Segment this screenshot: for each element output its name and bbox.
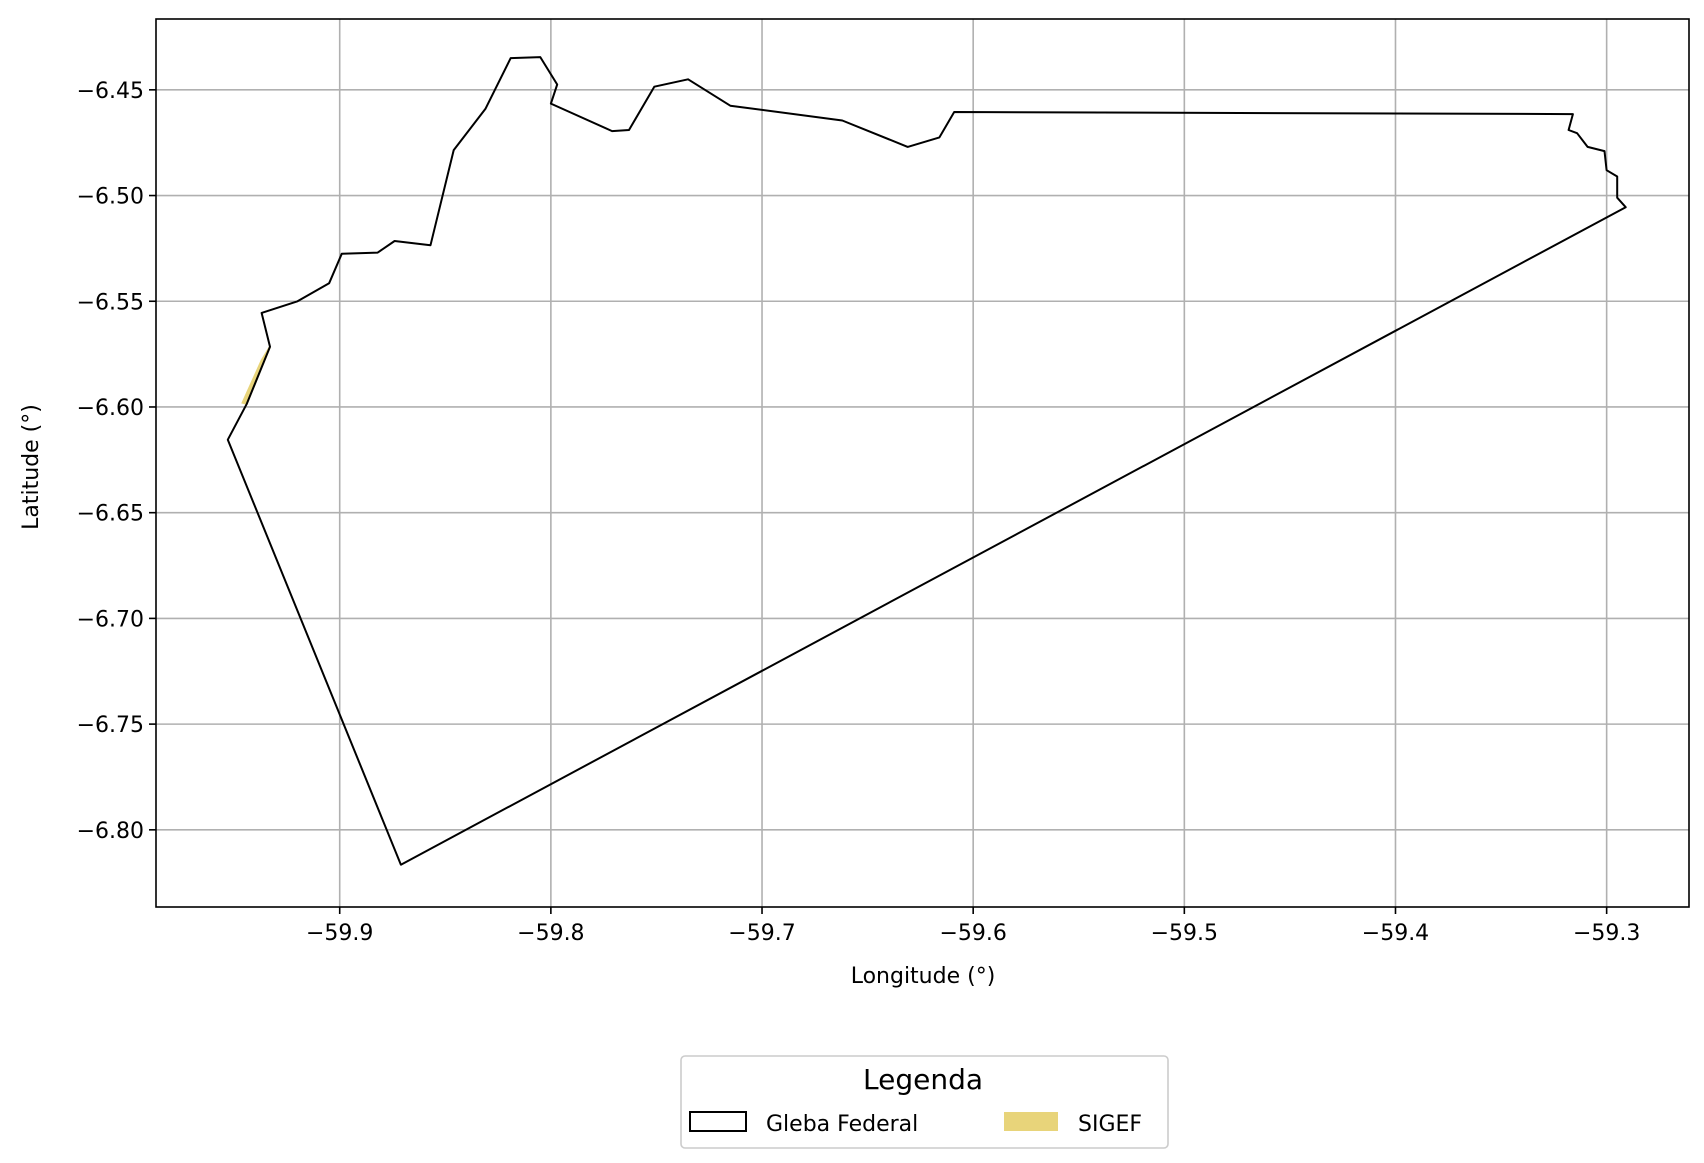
x-tick-label: −59.8 — [517, 921, 584, 946]
y-axis-label: Latitude (°) — [19, 404, 44, 530]
x-tick-label: −59.4 — [1362, 921, 1429, 946]
x-tick-label: −59.7 — [728, 921, 795, 946]
x-tick-label: −59.9 — [306, 921, 373, 946]
y-axis-ticks: −6.45 −6.50 −6.55 −6.60 −6.65 −6.70 −6.75 −6.80 — [77, 79, 156, 844]
map-layers — [226, 56, 1627, 866]
y-tick-label: −6.75 — [77, 713, 144, 738]
y-tick-label: −6.60 — [77, 396, 144, 421]
y-tick-label: −6.65 — [77, 502, 144, 527]
x-tick-label: −59.6 — [939, 921, 1006, 946]
legend: Legenda Gleba Federal SIGEF — [680, 1055, 1169, 1149]
legend-title: Legenda — [863, 1063, 983, 1096]
axes-frame — [155, 18, 1690, 908]
layer-gleba-federal — [226, 56, 1627, 866]
legend-label-gleba-federal: Gleba Federal — [766, 1112, 918, 1137]
x-tick-label: −59.3 — [1573, 921, 1640, 946]
legend-swatch-gleba-federal — [689, 1111, 747, 1132]
y-tick-label: −6.45 — [77, 79, 144, 104]
x-axis-label: Longitude (°) — [851, 964, 996, 989]
y-tick-label: −6.80 — [77, 819, 144, 844]
y-tick-label: −6.55 — [77, 290, 144, 315]
legend-label-sigef: SIGEF — [1078, 1112, 1142, 1137]
grid — [156, 19, 1689, 907]
y-tick-label: −6.70 — [77, 607, 144, 632]
x-axis-ticks: −59.9 −59.8 −59.7 −59.6 −59.5 −59.4 −59.3 — [306, 907, 1640, 946]
legend-swatch-sigef — [1004, 1112, 1058, 1131]
y-tick-label: −6.50 — [77, 185, 144, 210]
x-tick-label: −59.5 — [1151, 921, 1218, 946]
